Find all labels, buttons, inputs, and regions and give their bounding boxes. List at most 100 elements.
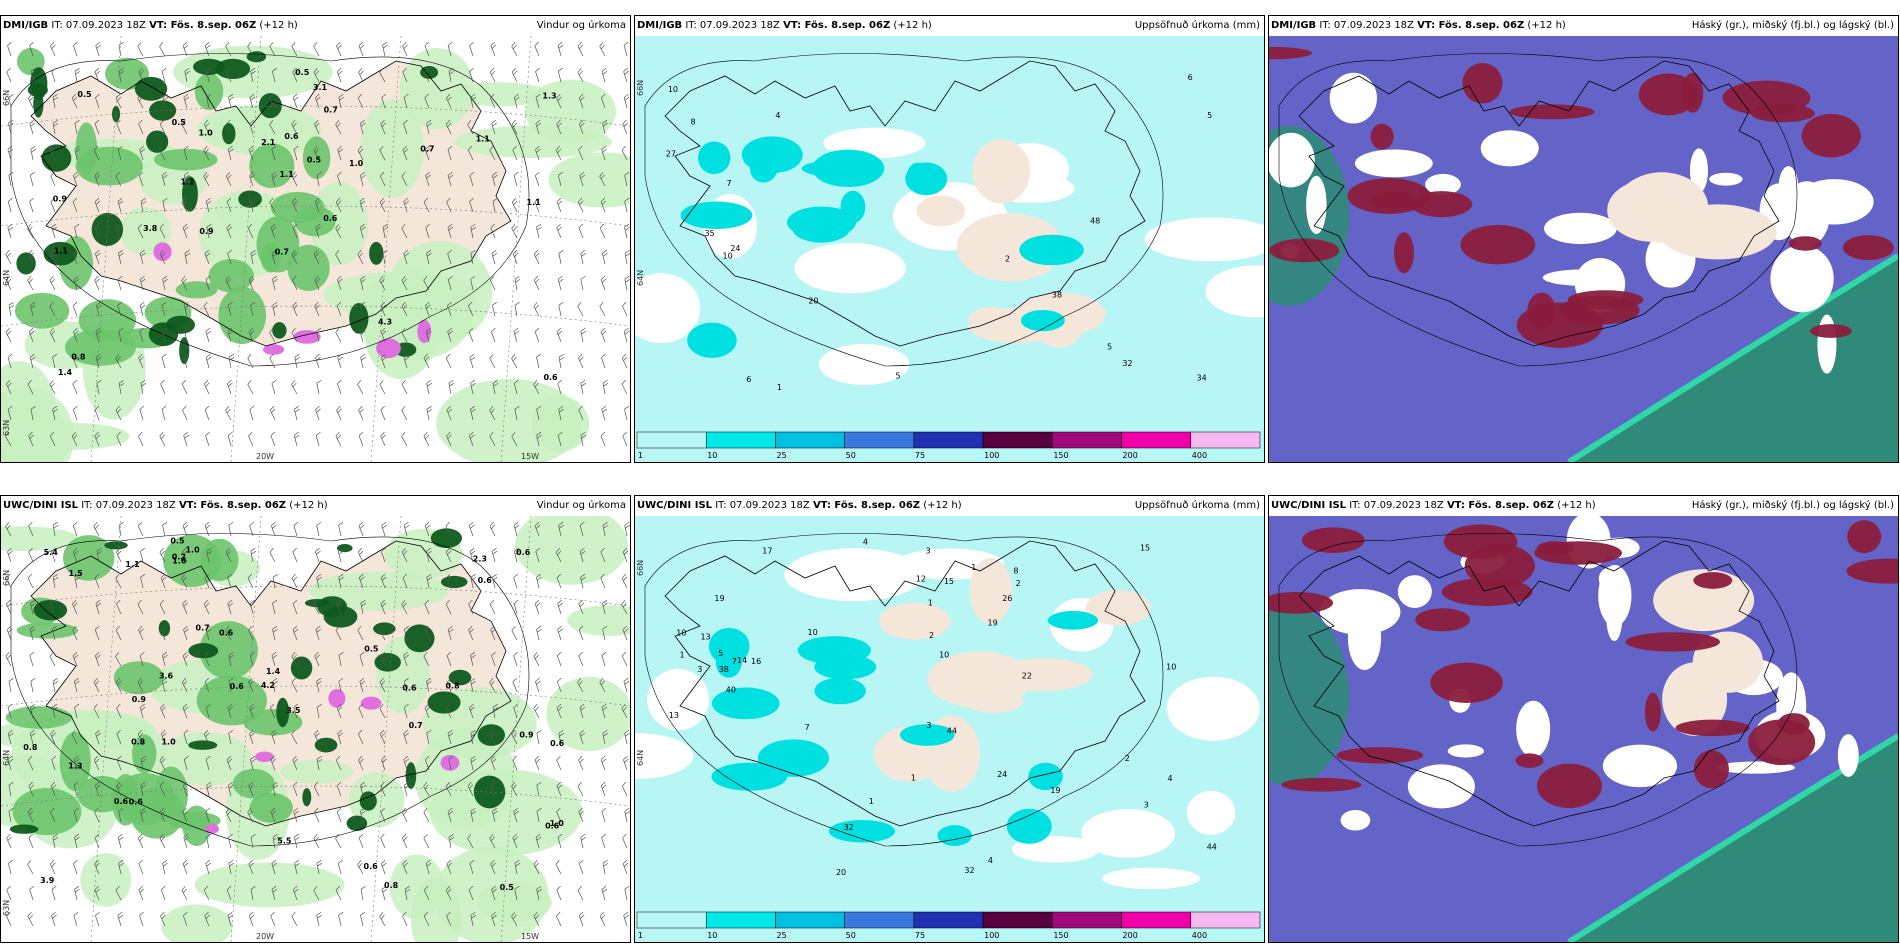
- wind-barb: [247, 379, 254, 395]
- wind-barb: [380, 431, 386, 447]
- precip-heavy: [33, 599, 68, 621]
- panel-header: UWC/DINI ISL IT: 07.09.2023 18Z VT: Fös.…: [635, 496, 1264, 516]
- lead-time: (+12 h): [289, 500, 328, 511]
- wind-barb: [403, 353, 410, 369]
- mid-cloud-area: [1410, 191, 1473, 218]
- colorbar-swatch: [1052, 911, 1122, 929]
- precip-10-25: [797, 636, 872, 665]
- wind-barb: [447, 145, 453, 161]
- wind-barb: [314, 275, 321, 291]
- wind-barb: [489, 833, 496, 849]
- precip-value-label: 19: [988, 619, 998, 628]
- wind-barb: [513, 327, 520, 343]
- mid-cloud-area: [1625, 632, 1721, 652]
- colorbar-swatch: [1190, 911, 1261, 929]
- wind-barb: [489, 678, 496, 693]
- product-title: Háský (gr.), miðský (fj.bl.) og lágský (…: [1691, 500, 1894, 511]
- wind-barb: [578, 755, 584, 771]
- precip-value-label: 44: [947, 726, 957, 735]
- wind-barb: [49, 327, 56, 343]
- wind-barb: [7, 755, 14, 771]
- wind-barb: [358, 703, 364, 719]
- wind-barb: [248, 625, 254, 641]
- latitude-label: 64N: [636, 750, 645, 766]
- colorbar-swatch: [1121, 911, 1192, 929]
- wind-barb: [95, 353, 102, 369]
- precip-value-label: 1.4: [266, 667, 281, 676]
- dry-land: [956, 213, 1064, 282]
- mid-cloud-area: [1693, 750, 1729, 789]
- precip-light: [434, 846, 549, 942]
- wind-barbs: [5, 41, 630, 447]
- wind-barb: [226, 885, 232, 901]
- precip-value-label: 0.6: [550, 739, 565, 748]
- wind-barb: [117, 911, 124, 927]
- precip-heavy: [302, 788, 312, 807]
- wind-barb: [336, 781, 342, 797]
- wind-barb: [292, 93, 299, 109]
- wind-barb: [73, 781, 79, 797]
- wind-barb: [183, 625, 189, 641]
- wind-barb: [225, 275, 232, 291]
- precip-value-label: 7: [726, 179, 731, 188]
- wind-barb: [71, 729, 78, 745]
- wind-barb: [72, 625, 78, 641]
- wind-barb: [270, 223, 277, 239]
- precip-value-label: 4: [863, 538, 868, 547]
- wind-barb: [206, 833, 212, 849]
- wind-barb: [159, 42, 166, 57]
- mid-cloud-area: [1269, 46, 1313, 60]
- colorbar-tick-label: 75: [915, 931, 925, 940]
- wind-barb: [426, 729, 432, 745]
- wind-barb: [292, 223, 298, 239]
- precip-heavy: [374, 652, 401, 672]
- wind-barb: [138, 625, 144, 641]
- wind-barb: [228, 677, 234, 693]
- wind-barb: [447, 625, 454, 641]
- wind-barb: [228, 354, 235, 369]
- wind-barb: [401, 379, 408, 395]
- wind-barb: [424, 93, 430, 109]
- wind-barb: [446, 431, 452, 447]
- precip-light: [360, 98, 424, 198]
- wind-barb: [49, 249, 56, 265]
- wind-barb: [181, 119, 188, 135]
- precip-value-label: 10: [808, 628, 818, 637]
- wind-barb: [139, 405, 145, 421]
- wind-barb: [137, 599, 144, 615]
- wind-barb: [380, 859, 387, 875]
- wind-barb: [403, 249, 410, 265]
- precip-heavy: [473, 775, 506, 809]
- wind-barb: [336, 67, 343, 83]
- precip-10-25: [1020, 309, 1065, 332]
- precip-heavy: [314, 737, 338, 753]
- wind-barb: [247, 353, 254, 369]
- wind-barb: [160, 703, 166, 719]
- wind-barb: [578, 625, 584, 641]
- wind-barb: [489, 353, 496, 369]
- precip-value-label: 3: [697, 665, 702, 674]
- wind-barb: [556, 119, 562, 135]
- wind-barb: [140, 756, 147, 771]
- wind-barb: [468, 885, 474, 901]
- wind-barb: [51, 755, 57, 771]
- wind-barb: [490, 781, 496, 797]
- wind-barb: [49, 301, 56, 317]
- wind-barb: [512, 833, 518, 849]
- precip-intense: [440, 754, 460, 771]
- wind-barb: [249, 521, 254, 537]
- wind-barb: [447, 807, 454, 823]
- mid-cloud-area: [1269, 238, 1340, 263]
- wind-barb: [490, 41, 497, 57]
- clear-land: [1662, 662, 1728, 736]
- wind-barb: [159, 755, 166, 771]
- wind-barb: [403, 119, 408, 135]
- wind-barb: [423, 197, 430, 213]
- wind-barb: [291, 41, 298, 57]
- wind-barb: [29, 651, 35, 667]
- wind-barb: [115, 171, 122, 187]
- wind-barb: [72, 197, 78, 213]
- colorbar: 1 10 25 50 75 100 150 200 400: [636, 431, 1261, 460]
- wind-barb: [6, 885, 12, 901]
- mid-cloud-area: [1536, 541, 1574, 556]
